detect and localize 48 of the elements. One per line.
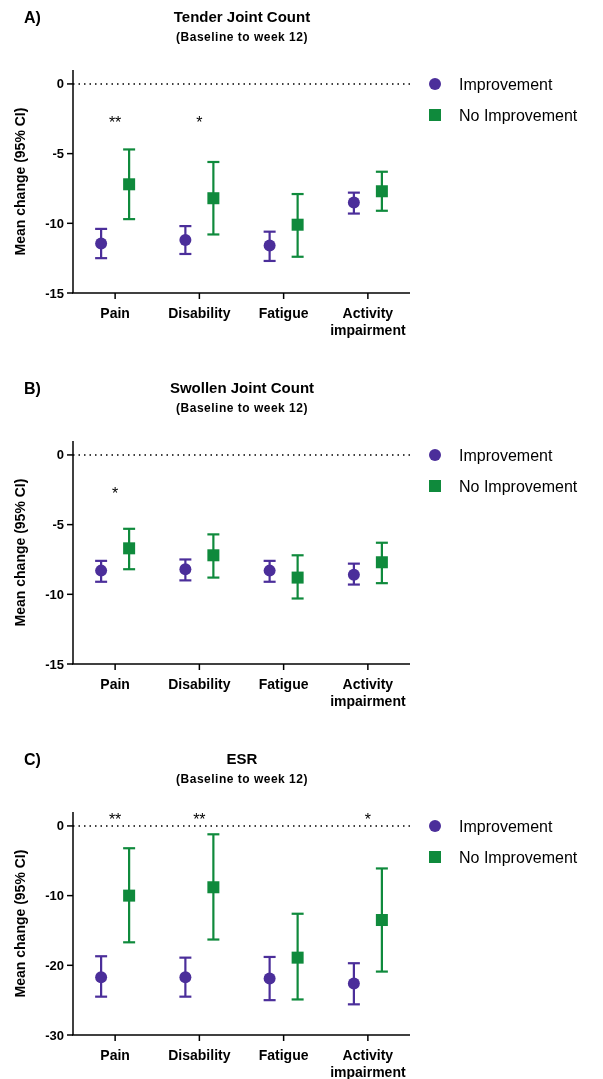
x-tick-label: Activity impairment — [330, 305, 406, 338]
y-tick-label: -10 — [45, 888, 64, 904]
annotation: * — [112, 485, 119, 503]
y-tick-label: -30 — [45, 1027, 64, 1043]
annotation: ** — [193, 811, 206, 829]
y-tick-label: -5 — [52, 517, 64, 533]
y-tick-label: -20 — [45, 957, 64, 973]
y-tick-label: 0 — [56, 76, 64, 92]
x-tick-label: Fatigue — [258, 305, 309, 321]
y-tick-label: -15 — [45, 656, 64, 672]
chart-subtitle: (Baseline to week 12) — [176, 401, 308, 415]
y-axis-title: Mean change (95% CI) — [12, 478, 28, 627]
chart-subtitle: (Baseline to week 12) — [176, 772, 308, 786]
x-tick-label: Pain — [100, 676, 130, 692]
x-tick-label: Activity impairment — [330, 676, 406, 709]
chart-title: Tender Joint Count — [173, 8, 311, 25]
y-tick-label: 0 — [56, 447, 64, 463]
x-tick-label: Pain — [100, 305, 130, 321]
y-tick-label: -15 — [45, 285, 64, 301]
annotation: ** — [108, 114, 122, 132]
x-tick-label: Fatigue — [258, 676, 309, 692]
annotation: * — [364, 811, 371, 829]
legend-label: Improvement — [459, 75, 553, 93]
y-tick-label: -10 — [45, 586, 64, 602]
x-tick-label: Pain — [100, 1047, 130, 1063]
y-tick-label: -10 — [45, 215, 64, 231]
legend-label: Improvement — [459, 817, 553, 835]
text: B) — [24, 380, 41, 397]
text: C) — [24, 751, 41, 768]
legend-label: No Improvement — [459, 106, 578, 124]
x-tick-label: Disability — [168, 676, 231, 692]
text: A) — [24, 9, 41, 26]
x-tick-label: Disability — [168, 305, 231, 321]
chart-title: Swollen Joint Count — [169, 379, 315, 396]
chart-subtitle: (Baseline to week 12) — [176, 30, 308, 44]
y-axis-title: Mean change (95% CI) — [12, 107, 28, 256]
chart-title: ESR — [226, 750, 258, 767]
x-tick-label: Activity impairment — [330, 1047, 406, 1079]
legend-label: No Improvement — [459, 477, 578, 495]
x-tick-label: Disability — [168, 1047, 231, 1063]
y-tick-label: -5 — [52, 146, 64, 162]
annotation: ** — [108, 811, 122, 829]
legend-label: No Improvement — [459, 848, 578, 866]
annotation: * — [196, 114, 203, 132]
x-tick-label: Fatigue — [258, 1047, 309, 1063]
y-axis-title: Mean change (95% CI) — [12, 849, 28, 998]
legend-label: Improvement — [459, 446, 553, 464]
y-tick-label: 0 — [56, 818, 64, 834]
